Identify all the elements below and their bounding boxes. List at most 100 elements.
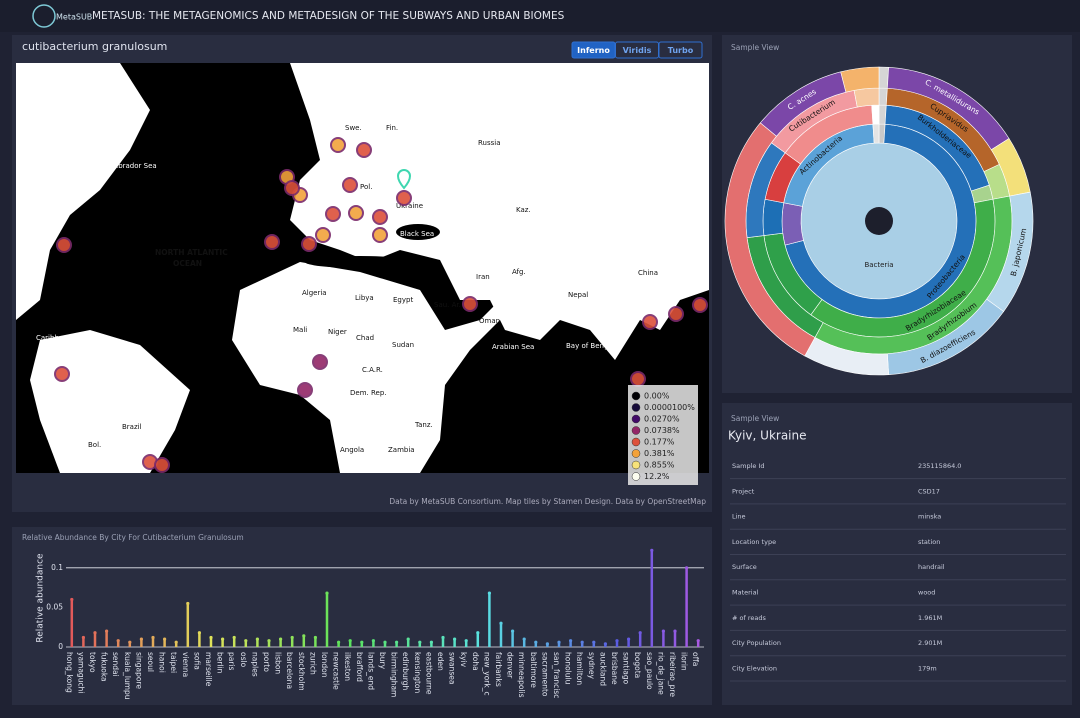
colormap-button-label[interactable]: Viridis — [623, 46, 652, 55]
city-point[interactable] — [356, 142, 372, 158]
outlier — [627, 637, 631, 641]
city-point[interactable] — [330, 137, 346, 153]
colormap-button[interactable] — [658, 41, 703, 59]
sunburst-segment[interactable] — [871, 104, 880, 125]
outlier — [81, 635, 85, 640]
land — [16, 63, 150, 320]
legend-label: 12.2% — [644, 472, 670, 481]
map-label: Caribbean Sea — [36, 334, 87, 342]
outlier — [360, 640, 364, 644]
outlier — [279, 637, 283, 641]
x-tick-label: porto — [262, 652, 271, 672]
map-title: cutibacterium granulosum — [22, 40, 167, 53]
outlier — [534, 640, 538, 644]
city-point[interactable] — [692, 297, 708, 313]
sample-place: Kyiv, Ukraine — [728, 429, 807, 443]
city-point[interactable] — [264, 234, 280, 250]
row-value: station — [918, 538, 940, 546]
legend-swatch — [631, 460, 641, 470]
map-label: Libya — [355, 294, 374, 302]
city-point[interactable] — [342, 177, 358, 193]
x-tick-label: denver — [506, 652, 515, 679]
city-point[interactable] — [284, 180, 300, 196]
outlier — [371, 639, 375, 643]
legend-label: 0.00% — [644, 392, 670, 401]
outlier — [151, 635, 155, 640]
legend-swatch — [631, 391, 641, 401]
row-value: CSD17 — [918, 487, 940, 495]
x-tick-label: paris — [227, 652, 236, 671]
x-tick-label: baltimore — [529, 652, 538, 688]
map-label: Ukraine — [396, 202, 423, 210]
sunburst-segment[interactable] — [878, 87, 888, 106]
map-label: Iran — [476, 273, 490, 281]
outlier — [116, 639, 120, 643]
sunburst-segment[interactable] — [872, 123, 880, 144]
outlier — [209, 635, 213, 640]
outlier — [197, 631, 201, 635]
city-point[interactable] — [668, 306, 684, 322]
city-point[interactable] — [56, 237, 72, 253]
colormap-button-label[interactable]: Turbo — [668, 46, 694, 55]
x-tick-label: bury — [378, 652, 387, 670]
city-point[interactable] — [642, 314, 658, 330]
legend-swatch — [631, 449, 641, 458]
city-point[interactable] — [301, 236, 317, 252]
outlier — [221, 637, 225, 641]
sunburst-segment[interactable] — [853, 87, 880, 108]
city-point[interactable] — [325, 206, 341, 222]
sunburst-segment[interactable] — [878, 66, 889, 89]
x-tick-label: stockholm — [297, 652, 306, 691]
city-point[interactable] — [315, 227, 331, 243]
map-label: OCEAN — [173, 259, 202, 268]
city-point[interactable] — [312, 354, 328, 370]
city-point[interactable] — [54, 366, 70, 382]
row-key: Project — [732, 487, 755, 495]
city-point[interactable] — [372, 209, 388, 225]
map-label: Afg. — [512, 268, 526, 276]
row-value: 235115864.0 — [918, 462, 961, 470]
row-value: wood — [918, 589, 935, 597]
x-tick-label: ilorin — [680, 652, 689, 671]
outlier — [406, 637, 410, 641]
map-label: C.A.R. — [362, 366, 383, 374]
map-label: Arabian Sea — [492, 343, 534, 351]
x-tick-label: oslo — [239, 652, 248, 668]
x-tick-label: swansea — [448, 652, 457, 685]
sunburst-segment[interactable] — [762, 198, 785, 236]
y-axis-label: Relative abundance — [36, 553, 46, 643]
outlier — [383, 640, 387, 644]
city-point[interactable] — [372, 227, 388, 243]
x-tick-label: yamaguchi — [76, 652, 85, 693]
outlier — [348, 639, 352, 643]
x-tick-label: newcastle — [332, 652, 341, 690]
x-tick-label: san_francisc — [552, 652, 561, 698]
legend-swatch — [631, 437, 641, 447]
legend-swatch — [631, 403, 641, 412]
outlier — [139, 637, 143, 641]
city-point[interactable] — [154, 457, 170, 473]
city-point[interactable] — [630, 371, 646, 387]
sunburst-segment[interactable] — [781, 202, 804, 246]
outlier — [337, 640, 341, 644]
selected-pin[interactable] — [396, 169, 412, 190]
x-tick-label: fairbanks — [494, 652, 503, 687]
outlier — [255, 637, 259, 641]
outlier — [418, 640, 422, 644]
map-label: Niger — [328, 328, 347, 336]
sunburst-segment[interactable] — [840, 66, 880, 93]
city-point[interactable] — [348, 205, 364, 221]
outlier — [244, 639, 248, 643]
colormap-button-label[interactable]: Inferno — [577, 46, 610, 55]
legend-label: 0.855% — [644, 461, 675, 470]
outlier — [580, 640, 584, 644]
sunburst-hole — [865, 207, 893, 235]
row-value: minska — [918, 513, 941, 521]
city-point[interactable] — [462, 296, 478, 312]
city-point[interactable] — [297, 382, 313, 398]
outlier — [476, 631, 480, 635]
city-point[interactable] — [396, 190, 412, 206]
outlier — [545, 642, 550, 646]
row-value: 2.901M — [918, 639, 942, 647]
